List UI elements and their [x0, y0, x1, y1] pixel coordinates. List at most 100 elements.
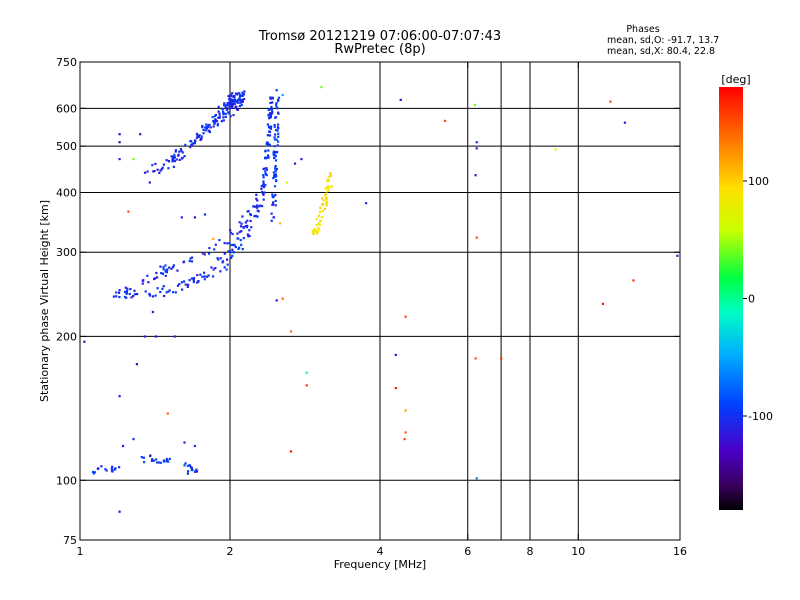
data-point: [143, 461, 146, 464]
data-point: [194, 139, 197, 142]
data-point: [277, 135, 280, 138]
data-point: [275, 89, 278, 92]
data-point: [318, 210, 322, 213]
data-point: [149, 454, 152, 458]
data-point: [273, 145, 276, 148]
data-point: [162, 268, 165, 271]
data-point: [234, 100, 237, 103]
data-point: [249, 219, 252, 223]
data-point: [315, 223, 318, 227]
data-point: [256, 204, 259, 207]
data-point: [233, 95, 236, 98]
data-point: [192, 278, 195, 281]
data-point: [197, 280, 200, 283]
data-point: [133, 293, 136, 296]
data-point: [163, 294, 166, 298]
data-point: [272, 171, 275, 174]
data-point: [255, 206, 259, 209]
data-point: [124, 286, 127, 289]
data-point: [100, 465, 103, 468]
data-point: [324, 194, 327, 197]
data-point: [285, 181, 288, 184]
data-point: [154, 335, 158, 338]
data-point: [277, 123, 280, 126]
data-point: [321, 203, 324, 206]
data-point: [261, 205, 264, 208]
data-point: [191, 143, 194, 146]
data-point: [325, 202, 328, 205]
data-point: [320, 216, 323, 219]
data-point: [180, 216, 183, 219]
data-point: [305, 371, 308, 374]
data-point: [173, 156, 176, 159]
data-point: [136, 293, 139, 296]
data-point: [122, 444, 125, 448]
data-point: [151, 458, 154, 461]
data-point: [474, 357, 477, 360]
data-point: [156, 168, 159, 171]
data-points: [83, 86, 679, 513]
data-point: [83, 340, 86, 343]
data-point: [281, 93, 284, 97]
data-point: [133, 289, 136, 292]
data-point: [176, 284, 180, 287]
data-point: [224, 115, 227, 118]
data-point: [143, 171, 147, 174]
data-point: [228, 107, 231, 110]
data-point: [317, 214, 320, 217]
data-point: [128, 292, 131, 296]
data-point: [216, 123, 219, 126]
data-point: [230, 98, 233, 101]
data-point: [164, 270, 167, 273]
data-point: [218, 115, 221, 118]
data-point: [321, 210, 324, 213]
data-point: [160, 272, 163, 275]
data-point: [210, 266, 213, 269]
data-point: [273, 175, 276, 178]
y-tick-label: 100: [56, 474, 77, 487]
data-point: [266, 134, 269, 137]
data-point: [217, 116, 220, 119]
data-point: [158, 461, 161, 464]
data-point: [170, 267, 173, 270]
data-point: [132, 438, 135, 441]
data-point: [167, 159, 170, 163]
data-point: [241, 248, 244, 251]
data-point: [244, 221, 247, 224]
data-point: [330, 185, 333, 188]
x-axis-label: Frequency [MHz]: [334, 558, 426, 571]
data-point: [274, 133, 277, 136]
data-point: [229, 101, 233, 104]
data-point: [183, 464, 186, 467]
data-point: [135, 363, 138, 366]
data-point: [173, 335, 176, 338]
data-point: [112, 295, 115, 298]
data-point: [126, 287, 129, 290]
data-point: [165, 291, 168, 294]
data-point: [230, 102, 233, 105]
data-point: [146, 170, 149, 173]
data-point: [326, 189, 329, 192]
data-point: [199, 273, 202, 276]
data-point: [262, 182, 265, 185]
data-point: [265, 174, 268, 177]
data-point: [270, 125, 273, 128]
data-point: [212, 275, 215, 278]
data-point: [178, 158, 181, 161]
data-point: [275, 168, 278, 171]
data-point: [174, 149, 177, 152]
data-point: [265, 142, 268, 145]
data-point: [271, 109, 274, 112]
data-point: [141, 282, 144, 285]
x-tick-label: 1: [77, 545, 84, 558]
data-point: [224, 105, 227, 108]
data-point: [184, 462, 187, 465]
data-point: [213, 248, 216, 251]
data-point: [399, 98, 402, 101]
data-point: [274, 179, 278, 182]
data-point: [142, 279, 145, 282]
data-point: [241, 91, 244, 94]
data-point: [214, 119, 217, 122]
data-point: [155, 458, 158, 461]
data-point: [225, 107, 229, 110]
